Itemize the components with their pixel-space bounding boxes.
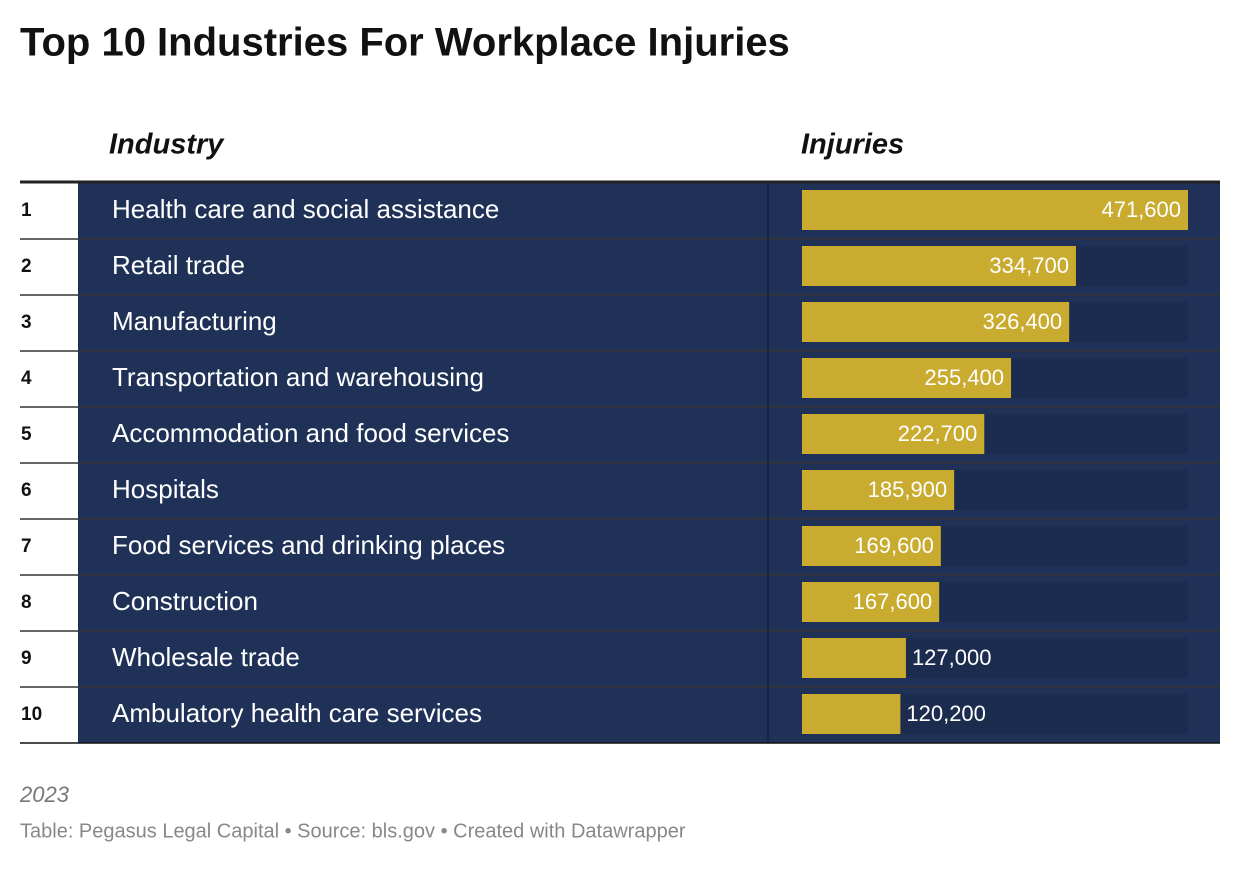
value-label: 471,600	[1101, 197, 1181, 222]
category-label: Construction	[112, 586, 258, 616]
value-label: 167,600	[853, 589, 933, 614]
rank: 6	[21, 480, 32, 501]
bar	[802, 526, 941, 566]
rank: 9	[21, 648, 32, 669]
bar	[802, 302, 1070, 342]
rank: 10	[21, 704, 42, 725]
category-label: Hospitals	[112, 474, 219, 504]
bar	[802, 694, 901, 734]
category-label: Manufacturing	[112, 306, 277, 336]
category-label: Health care and social assistance	[112, 194, 499, 224]
footer: Table: Pegasus Legal Capital • Source: b…	[20, 820, 686, 842]
chart-title: Top 10 Industries For Workplace Injuries	[20, 21, 790, 65]
rank: 4	[21, 368, 32, 389]
value-label: 127,000	[912, 645, 992, 670]
bar	[802, 414, 985, 454]
bar	[802, 638, 906, 678]
bar	[802, 358, 1012, 398]
value-label: 222,700	[898, 421, 978, 446]
bar	[802, 582, 940, 622]
category-label: Accommodation and food services	[112, 418, 509, 448]
category-label: Wholesale trade	[112, 642, 300, 672]
value-label: 334,700	[989, 253, 1069, 278]
rank: 5	[21, 424, 32, 445]
bar	[802, 190, 1188, 230]
category-label: Food services and drinking places	[112, 530, 505, 560]
rank: 7	[21, 536, 32, 557]
bar	[802, 470, 955, 510]
category-label: Transportation and warehousing	[112, 362, 484, 392]
category-label: Ambulatory health care services	[112, 698, 482, 728]
value-label: 169,600	[854, 533, 934, 558]
category-label: Retail trade	[112, 250, 245, 280]
column-header: Industry	[109, 129, 225, 161]
rank: 2	[21, 256, 32, 277]
value-label: 255,400	[925, 365, 1005, 390]
value-label: 326,400	[983, 309, 1063, 334]
rank: 1	[21, 200, 32, 221]
value-label: 185,900	[868, 477, 948, 502]
column-header: Injuries	[801, 129, 904, 161]
value-label: 120,200	[906, 701, 986, 726]
rank: 3	[21, 312, 32, 333]
rank: 8	[21, 592, 32, 613]
bar	[802, 246, 1076, 286]
note: 2023	[19, 782, 70, 807]
